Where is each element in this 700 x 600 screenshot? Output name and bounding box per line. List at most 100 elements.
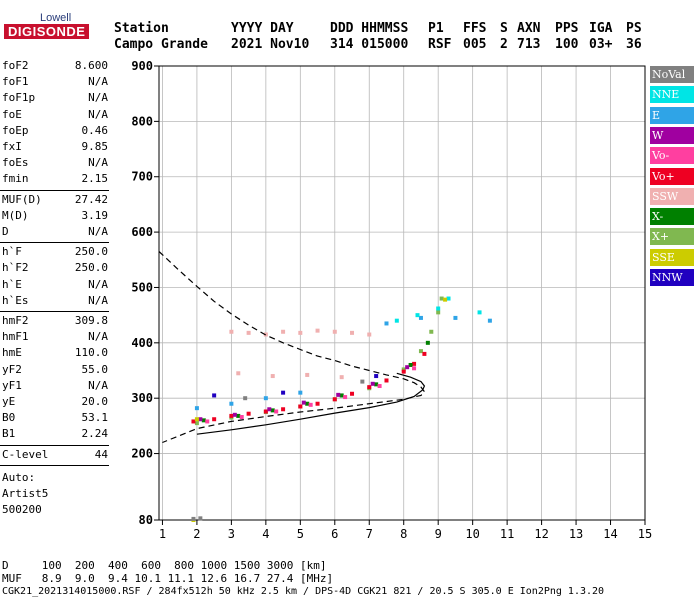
- data-point-ssw: [350, 330, 355, 335]
- data-point-noval: [191, 516, 196, 521]
- param-label: B0: [2, 411, 16, 425]
- x-tick-label: 4: [262, 527, 269, 541]
- data-point-vo-: [239, 415, 244, 420]
- header-label-ffs: FFS: [463, 21, 487, 36]
- param-row-h-f: h`F 250.0: [2, 244, 108, 260]
- data-point-w: [405, 365, 410, 370]
- data-point-w: [198, 417, 203, 422]
- y-tick-label: 900: [131, 59, 153, 73]
- data-point-w: [232, 412, 237, 417]
- data-point-sse: [194, 417, 199, 422]
- data-point-vo-: [308, 402, 313, 407]
- legend-item-sse: SSE: [650, 248, 694, 266]
- x-tick-label: 13: [569, 527, 583, 541]
- data-point-x-: [408, 362, 413, 367]
- x-tick-label: 9: [435, 527, 442, 541]
- data-point-x-: [436, 310, 441, 315]
- param-row-hmf1: hmF1 N/A: [2, 329, 108, 345]
- param-divider: [0, 311, 109, 312]
- param-value: N/A: [88, 293, 108, 307]
- data-point-e: [263, 396, 268, 401]
- param-label: foEs: [2, 156, 29, 170]
- legend-item-w: W: [650, 126, 694, 144]
- data-point-ssw: [298, 330, 303, 335]
- header-label-pps: PPS: [555, 21, 579, 36]
- header-label-s: S: [500, 21, 508, 36]
- param-label: h`F: [2, 245, 22, 259]
- param-row-fof1p: foF1p N/A: [2, 90, 108, 106]
- data-point-vo-: [343, 395, 348, 400]
- data-point-e: [194, 406, 199, 411]
- data-point-e: [229, 401, 234, 406]
- header-value-ffs: 005: [463, 37, 487, 52]
- param-label: foF2: [2, 59, 29, 72]
- legend-item-vo-: Vo-: [650, 147, 694, 165]
- param-label: M(D): [2, 208, 29, 222]
- data-point-sse: [443, 297, 448, 302]
- data-point-vo-: [422, 351, 427, 356]
- param-value: 9.85: [81, 140, 109, 153]
- data-point-ssw: [270, 374, 275, 379]
- data-point-x-: [374, 382, 379, 387]
- param-row-fof1: foF1 N/A: [2, 74, 108, 90]
- data-point-x-: [439, 296, 444, 301]
- param-label: foE: [2, 107, 22, 121]
- data-point-ssw: [305, 372, 310, 377]
- param-row-b1: B1 2.24: [2, 426, 108, 442]
- param-divider: [0, 189, 109, 191]
- data-point-e: [298, 390, 303, 395]
- footer-file-info: CGK21_2021314015000.RSF / 284fx512h 50 k…: [2, 586, 605, 597]
- profile-curve: [196, 372, 426, 435]
- x-tick-label: 14: [603, 527, 617, 541]
- data-point-vo-: [332, 397, 337, 402]
- chart-grid: [159, 65, 646, 521]
- legend-item-x-: X-: [650, 208, 694, 226]
- param-value: 55.0: [81, 362, 109, 376]
- param-value: 2.24: [81, 427, 109, 441]
- param-row-m-d: M(D) 3.19: [2, 208, 108, 224]
- data-point-ssw: [367, 332, 372, 337]
- param-value: 27.42: [74, 192, 108, 206]
- param-row-h-e: h`E N/A: [2, 277, 108, 293]
- param-label: h`E: [2, 277, 22, 291]
- header-value-s: 2: [500, 37, 508, 52]
- auto-scaling-line: 500200: [2, 502, 42, 516]
- y-tick-label: 300: [131, 391, 153, 405]
- param-value: N/A: [88, 330, 108, 344]
- data-point-nne: [446, 296, 451, 301]
- param-label: fmin: [2, 172, 29, 186]
- data-point-x-: [194, 421, 199, 426]
- param-row-d: D N/A: [2, 224, 108, 240]
- param-row-fof2: foF2 8.600: [2, 58, 108, 74]
- param-value: 20.0: [81, 395, 109, 408]
- param-row-fxi: fxI 9.85: [2, 139, 108, 155]
- data-point-e: [384, 321, 389, 326]
- param-value: 250.0: [74, 245, 108, 259]
- x-tick-label: 3: [228, 527, 235, 541]
- auto-scaling-line: Artist5: [2, 486, 49, 500]
- auto-scaling-line: Auto:: [2, 470, 36, 484]
- param-value: 44: [94, 447, 108, 461]
- data-point-x-: [236, 413, 241, 418]
- x-tick-label: 11: [500, 527, 514, 541]
- data-point-x-: [429, 329, 434, 334]
- param-label: C-level: [2, 447, 49, 461]
- data-point-e: [453, 315, 458, 320]
- header-label-ps: PS: [626, 21, 642, 36]
- plot-frame: [158, 65, 646, 521]
- data-point-nne: [436, 306, 441, 311]
- header-label-axn: AXN: [517, 21, 541, 36]
- y-tick-label: 400: [131, 336, 153, 350]
- data-point-e: [487, 318, 492, 323]
- data-point-vo-: [212, 417, 217, 422]
- data-point-vo-: [315, 401, 320, 406]
- param-value: 2.15: [81, 172, 109, 186]
- param-label: fxI: [2, 140, 22, 153]
- header-value-date: 2021 Nov10: [231, 37, 310, 52]
- data-point-x-: [270, 408, 275, 413]
- legend-item-nne: NNE: [650, 86, 694, 104]
- data-point-nne: [415, 313, 420, 318]
- data-point-vo-: [412, 366, 417, 371]
- param-row-foe: foE N/A: [2, 107, 108, 123]
- header-value-time: 314 015000: [330, 37, 409, 52]
